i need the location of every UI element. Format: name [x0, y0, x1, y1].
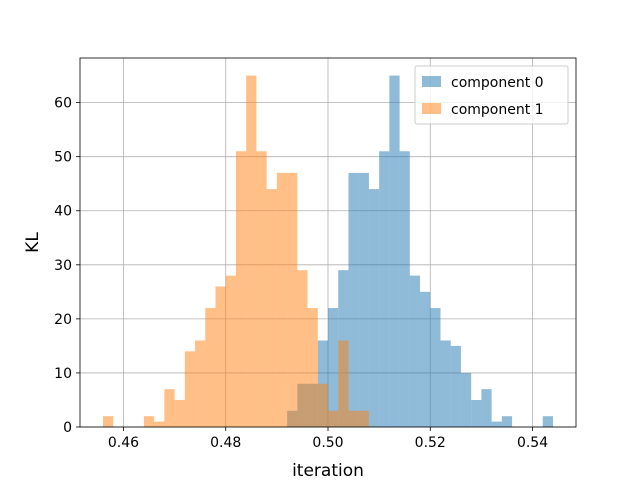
histogram-bar-component-0	[379, 151, 390, 427]
histogram-bars	[103, 75, 553, 428]
histogram-bar-component-0	[542, 416, 553, 427]
histogram-bar-component-0	[389, 75, 400, 428]
histogram-bar-component-0	[399, 151, 410, 427]
x-tick-label: 0.52	[415, 435, 446, 451]
y-tick-label: 50	[54, 150, 72, 166]
histogram-bar-component-1	[174, 399, 185, 427]
legend-box	[414, 65, 569, 125]
histogram-bar-component-1	[266, 189, 277, 427]
axis-ticks: 0.46 0.48 0.50 0.52 0.54 0 10 20 30 40 50 60	[54, 96, 548, 451]
histogram-bar-component-0	[450, 345, 461, 427]
histogram-bar-component-0	[460, 372, 472, 427]
histogram-bar-component-0	[440, 340, 451, 427]
legend-label-component-0: component 0	[451, 75, 544, 91]
y-tick-label: 30	[54, 258, 72, 274]
histogram-bar-component-1	[205, 308, 216, 427]
histogram-bar-component-0	[409, 275, 421, 427]
histogram-bar-component-1	[348, 410, 359, 427]
histogram-bar-component-1	[103, 416, 114, 427]
x-tick-label: 0.54	[517, 435, 548, 451]
histogram-bar-component-1	[246, 75, 257, 428]
histogram-bar-component-1	[317, 383, 328, 427]
histogram-bar-component-1	[328, 410, 339, 427]
legend: component 0 component 1	[414, 65, 569, 125]
histogram-bar-component-1	[195, 340, 206, 427]
histogram-bar-component-1	[184, 351, 196, 427]
histogram-bar-component-0	[348, 172, 359, 427]
histogram-bar-component-1	[225, 275, 236, 427]
x-axis-label: iteration	[292, 461, 364, 480]
histogram-bar-component-1	[276, 172, 288, 427]
legend-label-component-1: component 1	[451, 102, 544, 118]
x-tick-label: 0.50	[312, 435, 343, 451]
histogram-bar-component-1	[338, 340, 349, 427]
histogram-bar-component-1	[235, 151, 247, 427]
y-tick-label: 20	[54, 312, 72, 328]
y-tick-label: 0	[63, 420, 72, 436]
histogram-bar-component-1	[307, 308, 318, 427]
histogram-bar-component-0	[491, 421, 502, 427]
histogram-bar-component-1	[164, 389, 175, 427]
x-tick-label: 0.48	[210, 435, 241, 451]
x-tick-label: 0.46	[108, 435, 139, 451]
histogram-bar-component-1	[143, 416, 155, 427]
histogram-bar-component-0	[501, 416, 513, 427]
histogram-bar-component-0	[358, 172, 369, 427]
legend-swatch-component-0	[422, 76, 441, 87]
histogram-bar-component-0	[430, 308, 441, 427]
histogram-bar-component-0	[420, 291, 431, 427]
y-tick-label: 60	[54, 96, 72, 112]
histogram-bar-component-1	[297, 270, 308, 427]
y-tick-label: 40	[54, 204, 72, 220]
y-tick-label: 10	[54, 366, 72, 382]
histogram-bar-component-1	[256, 151, 267, 427]
histogram-bar-component-1	[358, 410, 369, 427]
histogram-bar-component-1	[215, 286, 226, 427]
histogram-bar-component-1	[154, 421, 165, 427]
histogram-bar-component-0	[368, 189, 380, 427]
histogram-bar-component-0	[328, 308, 339, 427]
histogram-bar-component-1	[287, 172, 298, 427]
histogram-bar-component-0	[471, 399, 482, 427]
legend-swatch-component-1	[422, 103, 441, 114]
y-axis-label: KL	[23, 232, 43, 253]
histogram-bar-component-0	[481, 389, 492, 427]
